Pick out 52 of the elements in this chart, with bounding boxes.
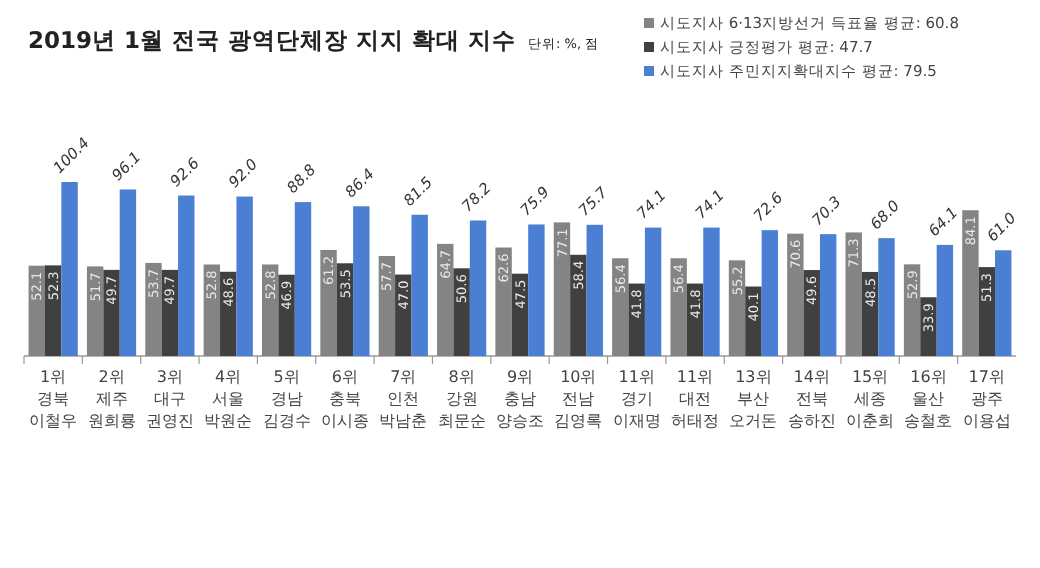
bar xyxy=(845,232,862,356)
x-tick-label: 13위 부산 오거돈 xyxy=(727,366,780,432)
x-tick-label: 3위 대구 권영진 xyxy=(143,366,196,432)
bar xyxy=(278,274,295,356)
bar xyxy=(612,258,629,356)
bar xyxy=(745,286,762,356)
bar xyxy=(570,254,587,356)
x-tick-label: 11위 대전 허태정 xyxy=(669,366,722,432)
bar xyxy=(528,224,545,356)
bar xyxy=(586,224,603,356)
chart-title: 2019년 1월 전국 광역단체장 지지 확대 지수 xyxy=(28,26,517,54)
bar xyxy=(103,269,120,356)
x-tick-label: 2위 제주 원희룡 xyxy=(85,366,138,432)
bar xyxy=(294,202,312,356)
bar xyxy=(145,262,162,356)
bar xyxy=(787,233,804,356)
bar xyxy=(962,210,979,356)
x-tick-label: 11위 경기 이재명 xyxy=(610,366,663,432)
x-tick-label: 15위 세종 이춘희 xyxy=(844,366,897,432)
x-tick-label: 17위 광주 이용섭 xyxy=(960,366,1013,432)
x-tick-label: 14위 전북 송하진 xyxy=(785,366,838,432)
x-tick-label: 1위 경북 이철우 xyxy=(27,366,80,432)
bar xyxy=(553,222,571,356)
bar xyxy=(878,238,895,356)
bar xyxy=(119,189,137,356)
bar xyxy=(320,249,337,356)
bar xyxy=(936,244,954,356)
bar xyxy=(61,182,78,356)
x-tick-label: 6위 충북 이시종 xyxy=(318,366,371,432)
bar xyxy=(703,227,720,356)
bar xyxy=(495,247,512,356)
bar xyxy=(178,195,195,356)
bar xyxy=(644,227,662,356)
bar xyxy=(453,268,470,356)
bar xyxy=(469,220,487,356)
bar xyxy=(411,214,428,356)
bar xyxy=(819,234,837,356)
x-tick-label: 8위 강원 최문순 xyxy=(435,366,488,432)
bar xyxy=(236,196,253,356)
x-tick-label: 10위 전남 김영록 xyxy=(552,366,605,432)
bar xyxy=(86,266,104,356)
bar xyxy=(353,206,370,356)
x-tick-label: 16위 울산 송철호 xyxy=(902,366,955,432)
x-tick-label: 7위 인천 박남춘 xyxy=(377,366,430,432)
bar xyxy=(378,256,396,356)
bar xyxy=(670,258,687,356)
bar xyxy=(761,230,779,356)
x-tick-label: 5위 경남 김경수 xyxy=(260,366,313,432)
bar xyxy=(437,243,454,356)
x-tick-label: 4위 서울 박원순 xyxy=(202,366,255,432)
bar xyxy=(995,250,1012,356)
x-tick-label: 9위 충남 양승조 xyxy=(493,366,546,432)
